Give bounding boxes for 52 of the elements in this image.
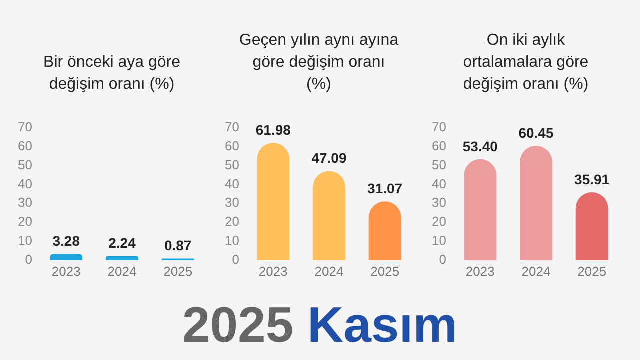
data-label: 60.45 (518, 124, 554, 141)
bar (576, 192, 608, 260)
data-label: 35.91 (574, 171, 610, 188)
y-tick-label: 20 (18, 214, 32, 230)
chart-title: Bir önceki aya göre değişim oranı (%) (42, 53, 182, 95)
y-tick-label: 0 (25, 252, 32, 267)
data-label: 47.09 (312, 150, 347, 166)
y-tick-label: 10 (432, 233, 446, 248)
y-tick-label: 70 (18, 120, 32, 135)
chart-title: Geçen yılın aynı ayına göre değişim oranı (%) (239, 31, 399, 95)
data-label: 3.28 (52, 233, 80, 250)
x-tick-label: 2024 (314, 264, 344, 279)
x-tick-label: 2023 (52, 264, 81, 279)
data-label: 31.07 (368, 180, 403, 196)
bar (520, 146, 552, 260)
y-tick-label: 40 (224, 176, 240, 192)
y-tick-label: 40 (432, 176, 446, 192)
y-tick-label: 10 (18, 233, 32, 248)
y-tick-label: 70 (224, 120, 240, 135)
bar (368, 202, 402, 260)
y-tick-label: 30 (224, 195, 240, 210)
y-tick-label: 60 (224, 138, 240, 154)
data-label: 0.87 (164, 238, 192, 254)
y-tick-label: 50 (224, 157, 240, 172)
x-tick-label: 2023 (258, 264, 288, 279)
data-label: 2.24 (108, 235, 136, 252)
x-tick-label: 2024 (522, 264, 551, 279)
y-tick-label: 60 (432, 138, 446, 154)
data-label: 61.98 (256, 122, 292, 138)
chart-title: On iki aylık ortalamalara göre değişim oranı (%) (462, 31, 590, 95)
y-tick-label: 70 (432, 120, 446, 135)
y-tick-label: 50 (18, 157, 32, 172)
y-tick-label: 20 (432, 214, 446, 230)
bar (313, 171, 346, 260)
x-tick-label: 2025 (578, 264, 607, 279)
y-tick-label: 40 (18, 176, 32, 192)
y-tick-label: 30 (18, 195, 32, 210)
bar (257, 143, 290, 260)
y-tick-label: 20 (224, 214, 240, 230)
bar (464, 159, 497, 260)
data-label: 53.40 (462, 138, 498, 154)
x-tick-label: 2025 (164, 264, 193, 279)
y-tick-label: 30 (432, 195, 446, 210)
y-tick-label: 10 (224, 233, 240, 248)
y-tick-label: 0 (439, 252, 446, 267)
text: 2025 Kasım (182, 297, 458, 353)
y-tick-label: 0 (232, 252, 240, 267)
y-tick-label: 50 (432, 157, 446, 172)
x-tick-label: 2024 (108, 264, 137, 279)
x-tick-label: 2025 (370, 264, 400, 279)
x-tick-label: 2023 (466, 264, 495, 279)
y-tick-label: 60 (18, 138, 32, 154)
